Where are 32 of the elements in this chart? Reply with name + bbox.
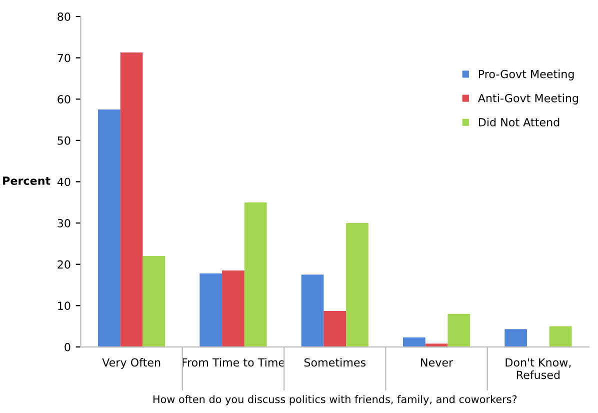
- bar: [549, 326, 572, 347]
- x-tick-label: From Time to Time: [182, 358, 284, 367]
- y-tick-label: 30: [58, 218, 70, 228]
- x-tick-label: Never: [421, 358, 454, 367]
- y-tick-label: 0: [64, 342, 70, 352]
- y-tick-label: 20: [58, 260, 70, 269]
- bar: [142, 256, 166, 347]
- bar: [120, 52, 143, 347]
- y-axis-title: Percent: [3, 176, 50, 185]
- y-tick-label: 80: [58, 12, 70, 21]
- y-tick-label: 70: [58, 54, 70, 62]
- bar: [324, 310, 346, 347]
- x-tick-label: Very Often: [102, 358, 160, 369]
- y-tick-label: 50: [58, 136, 70, 145]
- legend-label: Pro-Govt Meeting: [478, 70, 574, 80]
- bar: [244, 202, 267, 347]
- x-tick-label: Don't Know, Refused: [506, 358, 571, 380]
- y-tick-label: 60: [58, 95, 70, 104]
- bar: [346, 223, 368, 347]
- legend-label: Anti-Govt Meeting: [478, 94, 578, 104]
- bar: [504, 329, 528, 347]
- y-tick-label: 10: [58, 302, 70, 310]
- x-axis-title: How often do you discuss politics with friends, family, and coworkers?: [153, 395, 517, 406]
- x-tick-label: Sometimes: [304, 358, 366, 367]
- bar: [402, 337, 426, 347]
- bar: [448, 314, 470, 347]
- bar: [222, 270, 244, 347]
- legend-label: Did Not Attend: [478, 118, 560, 126]
- bar: [200, 273, 222, 347]
- bar: [98, 109, 120, 347]
- y-tick-label: 40: [57, 178, 70, 186]
- bar: [301, 274, 324, 347]
